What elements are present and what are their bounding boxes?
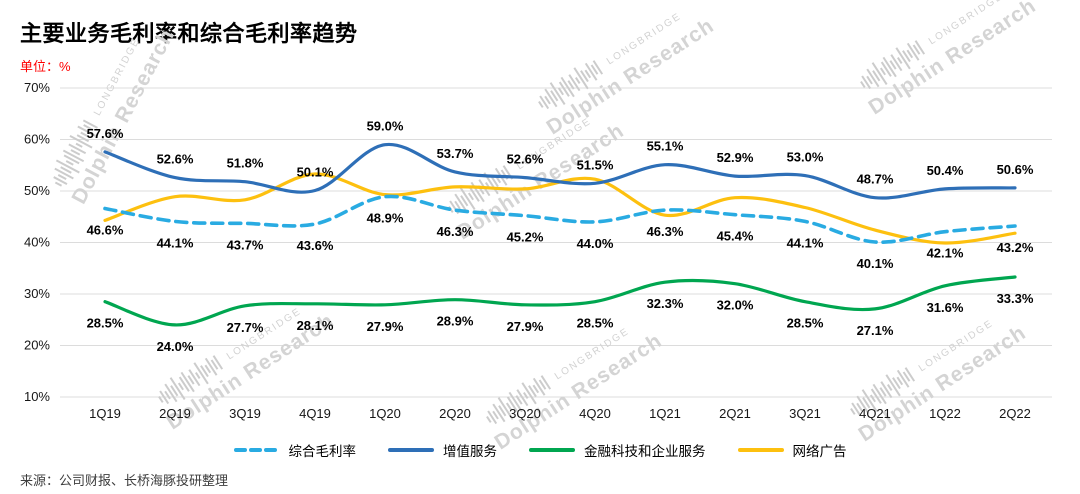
- y-axis-tick-label: 20%: [24, 338, 50, 353]
- data-label-fintech-business-services: 24.0%: [157, 339, 194, 354]
- data-label-overall-gross-margin: 46.6%: [87, 223, 124, 238]
- data-label-overall-gross-margin: 46.3%: [437, 224, 474, 239]
- data-label-value-added-services: 48.7%: [857, 172, 894, 187]
- data-label-fintech-business-services: 28.5%: [787, 316, 824, 331]
- legend-line-sample: [233, 448, 280, 452]
- watermark-name: Dolphin Research: [865, 0, 1041, 119]
- x-axis-tick-label: 2Q19: [159, 406, 191, 421]
- data-label-value-added-services: 53.7%: [437, 146, 474, 161]
- x-axis-tick-label: 4Q20: [579, 406, 611, 421]
- y-axis-tick-label: 40%: [24, 235, 50, 250]
- data-label-overall-gross-margin: 48.9%: [367, 211, 404, 226]
- data-label-overall-gross-margin: 40.1%: [857, 256, 894, 271]
- data-label-value-added-services: 52.6%: [507, 152, 544, 167]
- data-label-fintech-business-services: 28.5%: [577, 316, 614, 331]
- data-label-overall-gross-margin: 45.2%: [507, 230, 544, 245]
- data-label-fintech-business-services: 28.1%: [297, 318, 334, 333]
- watermark-name: Dolphin Research: [855, 321, 1031, 446]
- data-label-value-added-services: 57.6%: [87, 126, 124, 141]
- legend-label: 网络广告: [792, 444, 847, 459]
- data-label-fintech-business-services: 27.9%: [507, 319, 544, 334]
- series-line-overall-gross-margin: [103, 194, 1017, 244]
- data-label-overall-gross-margin: 44.1%: [787, 235, 824, 250]
- x-axis-tick-label: 3Q20: [509, 406, 541, 421]
- data-label-overall-gross-margin: 43.6%: [297, 238, 334, 253]
- data-label-value-added-services: 50.1%: [297, 164, 334, 179]
- watermark-name: Dolphin Research: [543, 14, 719, 139]
- x-axis-tick-label: 3Q19: [229, 406, 261, 421]
- y-axis-tick-label: 60%: [24, 132, 50, 147]
- y-axis-tick-label: 30%: [24, 286, 50, 301]
- legend-label: 增值服务: [443, 444, 497, 459]
- x-axis-tick-label: 2Q22: [999, 406, 1031, 421]
- legend-item-online-advertising: 网络广告: [737, 440, 847, 460]
- chart-title: 主要业务毛利率和综合毛利率趋势: [20, 21, 358, 46]
- y-axis-tick-label: 10%: [24, 389, 50, 404]
- source-note: 来源：公司财报、长桥海豚投研整理: [20, 473, 229, 488]
- data-label-value-added-services: 50.4%: [927, 163, 964, 178]
- x-axis-tick-label: 1Q20: [369, 406, 401, 421]
- data-label-fintech-business-services: 27.1%: [857, 323, 894, 338]
- x-axis-tick-label: 4Q21: [859, 406, 891, 421]
- x-axis-tick-label: 2Q20: [439, 406, 471, 421]
- x-axis-tick-label: 1Q22: [929, 406, 961, 421]
- legend-line-sample: [529, 448, 575, 452]
- data-label-fintech-business-services: 31.6%: [927, 300, 964, 315]
- unit-label: 单位：%: [20, 59, 71, 74]
- data-label-overall-gross-margin: 44.1%: [157, 235, 194, 250]
- data-label-value-added-services: 51.5%: [577, 157, 614, 172]
- x-axis-tick-label: 4Q19: [299, 406, 331, 421]
- data-label-value-added-services: 55.1%: [647, 139, 684, 154]
- data-label-overall-gross-margin: 46.3%: [647, 224, 684, 239]
- data-label-value-added-services: 52.6%: [157, 152, 194, 167]
- data-label-fintech-business-services: 27.9%: [367, 319, 404, 334]
- data-label-value-added-services: 53.0%: [787, 150, 824, 165]
- legend-label: 综合毛利率: [288, 444, 357, 459]
- x-axis-tick-label: 3Q21: [789, 406, 821, 421]
- legend-item-overall-gross-margin: 综合毛利率: [233, 440, 357, 460]
- data-label-overall-gross-margin: 44.0%: [577, 236, 614, 251]
- data-label-fintech-business-services: 32.0%: [717, 298, 754, 313]
- legend-item-value-added-services: 增值服务: [388, 440, 497, 460]
- legend-line-sample: [388, 448, 434, 452]
- watermark-name: Dolphin Research: [491, 329, 667, 454]
- data-label-value-added-services: 52.9%: [717, 150, 754, 165]
- data-label-fintech-business-services: 27.7%: [227, 320, 264, 335]
- data-label-overall-gross-margin: 42.1%: [927, 246, 964, 261]
- x-axis-tick-label: 2Q21: [719, 406, 751, 421]
- data-label-overall-gross-margin: 45.4%: [717, 229, 754, 244]
- legend-line-sample: [737, 448, 784, 452]
- data-label-fintech-business-services: 28.9%: [437, 314, 474, 329]
- y-axis-tick-label: 50%: [24, 183, 50, 198]
- series-line-value-added-services: [103, 142, 1017, 200]
- data-label-value-added-services: 50.6%: [997, 162, 1034, 177]
- legend-item-fintech-business-services: 金融科技和企业服务: [529, 440, 706, 460]
- data-label-overall-gross-margin: 43.2%: [997, 240, 1034, 255]
- x-axis-tick-label: 1Q19: [89, 406, 121, 421]
- data-label-overall-gross-margin: 43.7%: [227, 237, 264, 252]
- data-label-fintech-business-services: 33.3%: [997, 291, 1034, 306]
- x-axis-tick-label: 1Q21: [649, 406, 681, 421]
- chart-legend: 综合毛利率 增值服务 金融科技和企业服务 网络广告: [0, 440, 1080, 460]
- y-axis-tick-label: 70%: [24, 80, 50, 95]
- series-line-fintech-business-services: [103, 275, 1017, 327]
- data-label-value-added-services: 59.0%: [367, 119, 404, 134]
- data-label-fintech-business-services: 28.5%: [87, 316, 124, 331]
- data-label-value-added-services: 51.8%: [227, 156, 264, 171]
- legend-label: 金融科技和企业服务: [584, 444, 706, 459]
- data-label-fintech-business-services: 32.3%: [647, 296, 684, 311]
